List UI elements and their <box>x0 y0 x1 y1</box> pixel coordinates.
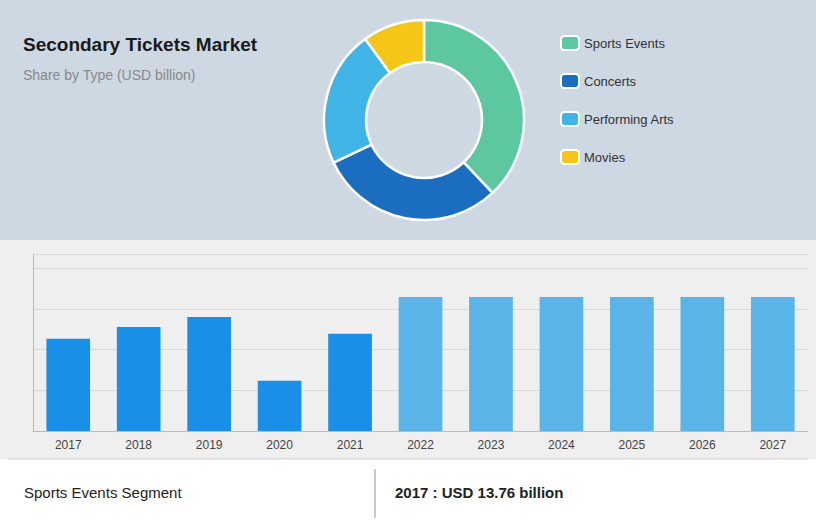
svg-text:2025: 2025 <box>619 438 646 452</box>
svg-text:2017 : USD 13.76 billion: 2017 : USD 13.76 billion <box>395 484 563 501</box>
svg-text:2018: 2018 <box>125 438 152 452</box>
svg-text:Performing Arts: Performing Arts <box>584 112 674 127</box>
svg-text:2017: 2017 <box>55 438 82 452</box>
svg-text:Share by Type (USD billion): Share by Type (USD billion) <box>23 67 195 83</box>
svg-text:Secondary Tickets Market: Secondary Tickets Market <box>23 34 258 55</box>
svg-text:2027: 2027 <box>759 438 786 452</box>
svg-text:2023: 2023 <box>478 438 505 452</box>
svg-text:2020: 2020 <box>266 438 293 452</box>
svg-text:2021: 2021 <box>337 438 364 452</box>
svg-text:Movies: Movies <box>584 150 626 165</box>
svg-text:2024: 2024 <box>548 438 575 452</box>
svg-text:2019: 2019 <box>196 438 223 452</box>
svg-text:Concerts: Concerts <box>584 74 637 89</box>
svg-text:2026: 2026 <box>689 438 716 452</box>
svg-text:Sports Events Segment: Sports Events Segment <box>24 484 182 501</box>
svg-text:2022: 2022 <box>407 438 434 452</box>
svg-text:Sports Events: Sports Events <box>584 36 665 51</box>
